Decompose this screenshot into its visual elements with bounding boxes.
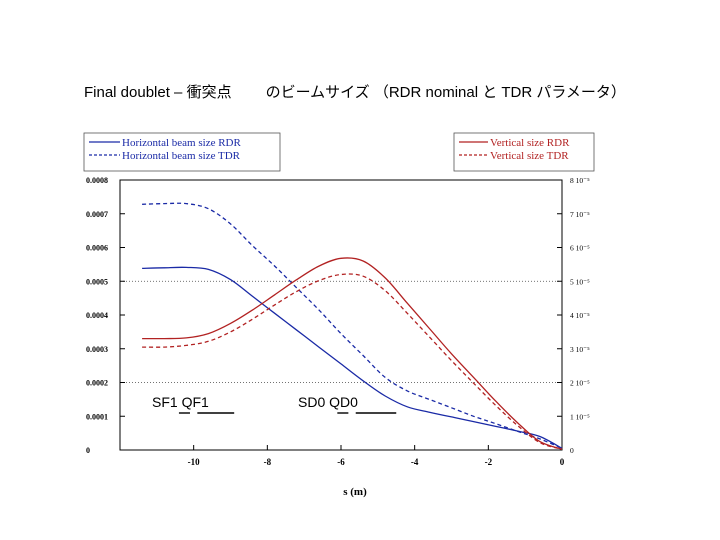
- y-right-tick-label: 1 10⁻⁵: [570, 412, 590, 421]
- y-left-tick-label: 0.0003: [86, 345, 108, 354]
- y-right-tick-label: 0: [570, 446, 574, 455]
- x-tick-label: 0: [560, 457, 565, 467]
- y-left-tick-label: 0.0007: [86, 210, 108, 219]
- y-right-tick-label: 8 10⁻⁵: [570, 176, 590, 185]
- legend-vertical-box: [453, 132, 595, 172]
- x-tick-label: -8: [264, 457, 272, 467]
- legend-horizontal-box: [83, 132, 281, 172]
- y-left-tick-label: 0.0001: [86, 412, 108, 421]
- series-line-vertical-size-rdr: [142, 257, 563, 450]
- legend-horizontal-label: Horizontal beam size TDR: [122, 150, 241, 162]
- legend-vertical-label: Vertical size TDR: [490, 150, 569, 162]
- y-right-tick-label: 6 10⁻⁵: [570, 244, 590, 253]
- legend-vertical-label: Vertical size RDR: [490, 137, 570, 149]
- y-left-tick-label: 0.0006: [86, 244, 108, 253]
- series-line-horizontal-beam-size-tdr: [142, 202, 563, 449]
- x-tick-label: -2: [485, 457, 493, 467]
- y-left-tick-label: 0.0008: [86, 176, 108, 185]
- y-right-tick-label: 2 10⁻⁵: [570, 379, 590, 388]
- magnet-label: SD0 QD0: [298, 394, 358, 410]
- y-left-tick-label: 0.0005: [86, 277, 108, 286]
- magnet-label: SF1 QF1: [152, 394, 209, 410]
- x-axis-label: s (m): [343, 486, 367, 498]
- y-left-tick-label: 0.0004: [86, 311, 108, 320]
- legend-horizontal-label: Horizontal beam size RDR: [122, 137, 241, 149]
- series-line-vertical-size-tdr: [142, 273, 563, 450]
- series-line-horizontal-beam-size-rdr: [142, 266, 563, 449]
- y-left-tick-label: 0.0002: [86, 379, 108, 388]
- x-tick-label: -10: [188, 457, 200, 467]
- x-tick-label: -4: [411, 457, 419, 467]
- y-left-tick-label: 0: [86, 446, 90, 455]
- slide-title-left: Final doublet – 衝突点: [84, 84, 232, 101]
- slide-title: Final doublet – 衝突点 のビームサイズ （RDR nominal …: [84, 81, 626, 102]
- y-right-tick-label: 4 10⁻⁵: [570, 311, 590, 320]
- y-right-tick-label: 7 10⁻⁵: [570, 210, 590, 219]
- slide-title-right: のビームサイズ （RDR nominal と TDR パラメータ）: [265, 84, 626, 101]
- y-right-tick-label: 5 10⁻⁵: [570, 277, 590, 286]
- y-right-tick-label: 3 10⁻⁵: [570, 345, 590, 354]
- x-tick-label: -6: [337, 457, 345, 467]
